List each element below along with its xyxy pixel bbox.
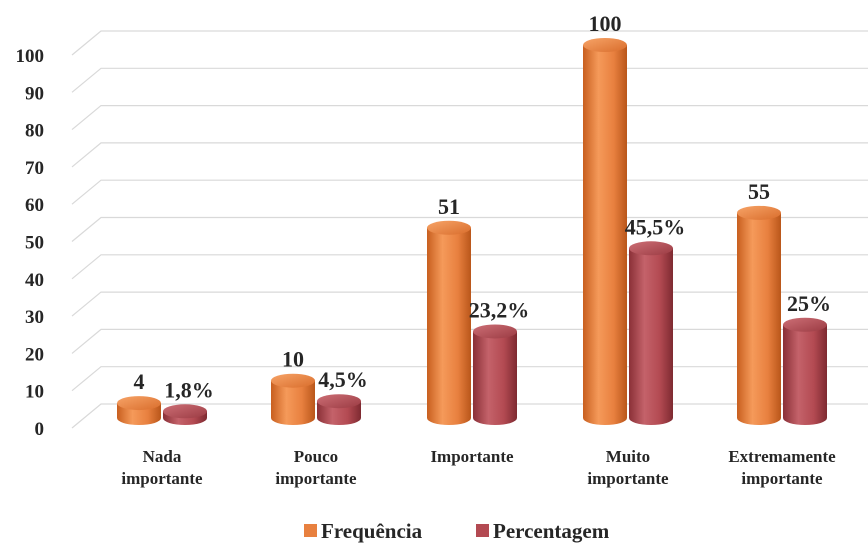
y-tick-label: 20 (25, 344, 44, 365)
y-tick-label: 10 (25, 382, 44, 403)
bar (117, 396, 161, 425)
y-tick-label: 0 (35, 419, 45, 440)
data-label: 10 (282, 347, 304, 372)
bar-top (583, 38, 627, 52)
y-tick-label: 100 (16, 46, 45, 67)
bar-body (737, 212, 781, 425)
data-label: 4 (134, 369, 145, 394)
bar (783, 317, 827, 425)
x-category-label: Pouco importante (275, 447, 357, 488)
bar-top (473, 324, 517, 339)
legend-swatch (476, 524, 489, 537)
gridline (71, 30, 868, 56)
data-label: 25% (787, 291, 831, 316)
legend-label: Percentagem (493, 519, 610, 543)
gridline (71, 142, 868, 168)
bar-top (163, 404, 207, 419)
data-label: 45,5% (625, 214, 686, 239)
bars (117, 38, 827, 425)
x-category-label: Extremamente importante (728, 447, 836, 488)
bar-top (629, 241, 673, 256)
x-axis: Nada importante Pouco importante Importante M… (121, 447, 836, 488)
data-label: 51 (438, 194, 460, 219)
bar-body (271, 380, 315, 425)
bar-top (427, 220, 471, 235)
y-tick-label: 30 (25, 307, 44, 328)
data-label: 1,8% (164, 377, 214, 402)
data-label: 4,5% (318, 367, 368, 392)
bar (163, 404, 207, 425)
y-tick-label: 50 (25, 233, 44, 254)
y-tick-label: 80 (25, 121, 44, 142)
legend-swatch (304, 524, 317, 537)
bar (317, 394, 361, 425)
data-label: 23,2% (469, 297, 530, 322)
legend-label: Frequência (321, 519, 423, 543)
y-tick-label: 60 (25, 195, 44, 216)
bar-body (583, 45, 627, 425)
bar (427, 220, 471, 425)
y-tick-label: 40 (25, 270, 44, 291)
data-labels: 4 10 51 100 55 1,8% 4,5% 23,2% 45,5% 25% (134, 11, 832, 402)
x-category-label: Muito importante (587, 447, 669, 488)
data-label: 55 (748, 179, 770, 204)
bar (629, 241, 673, 425)
bar-body (783, 324, 827, 425)
bar (271, 373, 315, 425)
gridline (71, 67, 868, 93)
y-tick-label: 90 (25, 83, 44, 104)
legend-item: Frequência (304, 519, 423, 543)
bar-top (783, 317, 827, 332)
bar-top (317, 394, 361, 409)
y-tick-label: 70 (25, 158, 44, 179)
gridline (71, 105, 868, 131)
bar (473, 324, 517, 425)
legend: Frequência Percentagem (304, 519, 610, 543)
bar-top (271, 373, 315, 388)
legend-item: Percentagem (476, 519, 610, 543)
x-category-label: Nada importante (121, 447, 203, 488)
bar-body (427, 227, 471, 425)
data-label: 100 (589, 11, 622, 36)
bar-top (117, 396, 161, 411)
bar-top (737, 205, 781, 220)
bar (583, 38, 627, 425)
bar (737, 205, 781, 425)
y-axis: 0 10 20 30 40 50 60 70 80 90 100 (16, 46, 45, 440)
x-category-label: Importante (430, 447, 514, 466)
bar-body (473, 331, 517, 425)
bar-body (629, 248, 673, 425)
